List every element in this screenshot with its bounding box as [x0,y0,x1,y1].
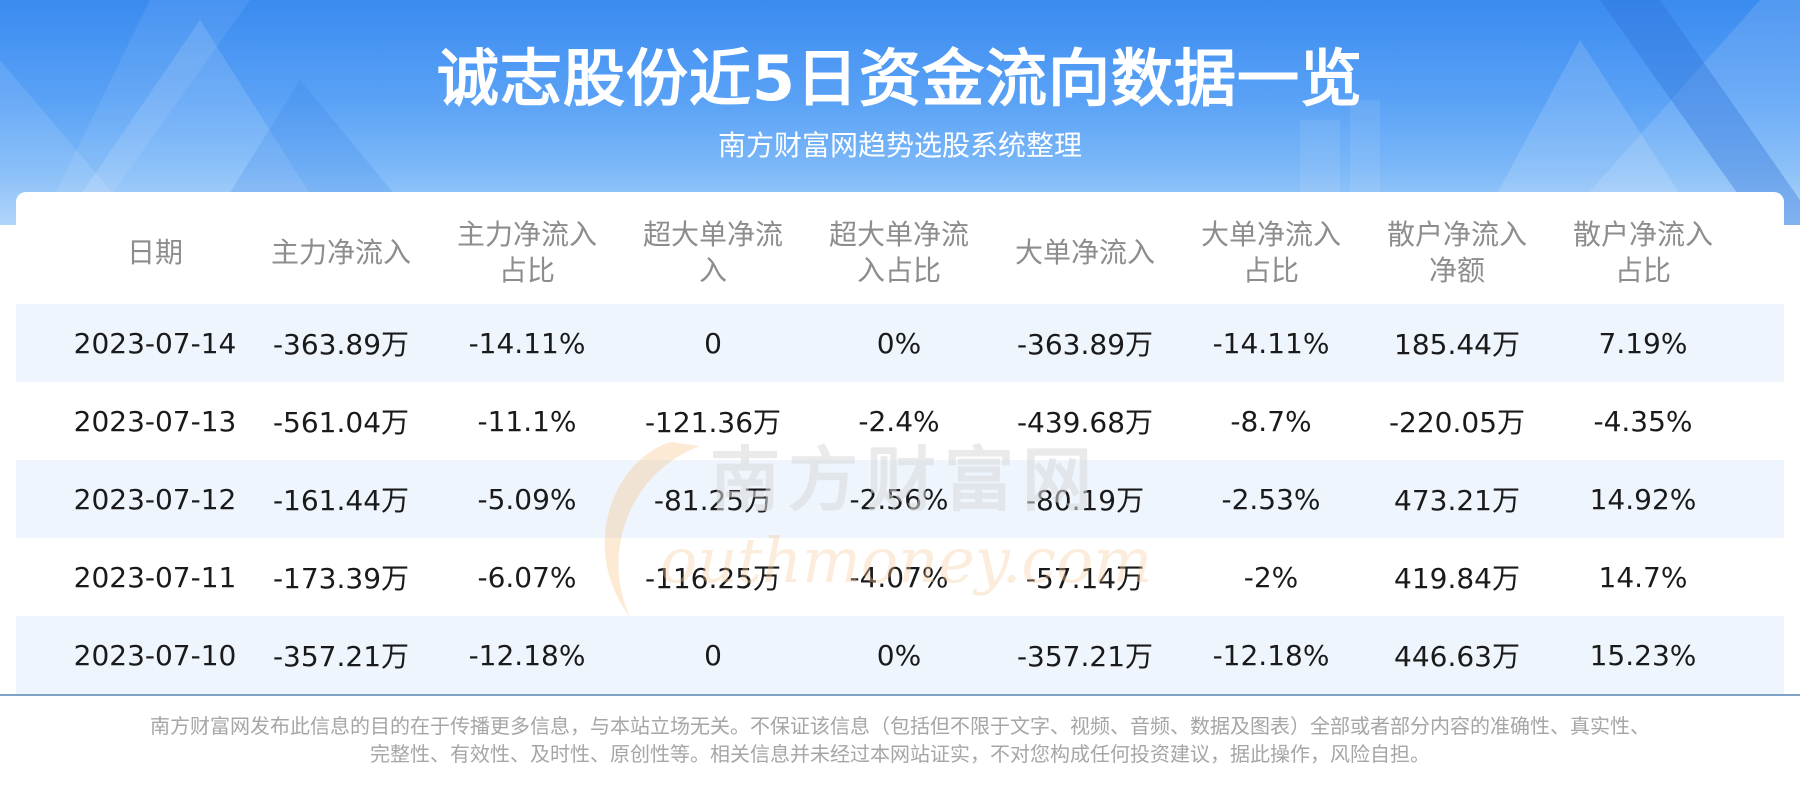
table-cell: 14.92% [1589,482,1697,516]
table-cell: -173.39万 [272,562,410,595]
table-cell: 2023-07-11 [73,560,237,594]
table-cell: 2023-07-13 [73,404,237,438]
column-header: 主力净流入 占比 [434,206,620,300]
table-cell: -220.05万 [1388,406,1526,439]
table-cell: -2.4% [858,404,940,438]
table-cell: -2.56% [849,482,949,516]
table-cell: -4.07% [849,560,949,594]
table-cell: -6.07% [477,560,577,594]
table-cell: -12.18% [1212,638,1330,672]
table-cell: -116.25万 [644,562,782,595]
table-cell: -14.11% [468,326,586,360]
column-header-line: 占比 [1614,254,1671,287]
table-cell: -357.21万 [1016,640,1154,673]
column-header-line: 大单净流入 [1200,218,1341,251]
table-row: 2023-07-14 -363.89万 -14.11% 0 0% -363.89万 -14.… [16,304,1784,382]
table-cell: -2% [1243,560,1299,594]
column-header-line: 占比 [1242,254,1299,287]
column-header: 日期 [62,206,248,300]
table-row: 2023-07-10 -357.21万 -12.18% 0 0% -357.21万 -12.… [16,616,1784,694]
table-cell: -14.11% [1212,326,1330,360]
disclaimer: 南方财富网发布此信息的目的在于传播更多信息，与本站立场无关。不保证该信息（包括但… [60,712,1740,768]
table-cell: -357.21万 [272,640,410,673]
table-cell: -121.36万 [644,406,782,439]
table-cell: -12.18% [468,638,586,672]
table-cell: 0% [876,638,922,672]
column-header: 主力净流入 [248,206,434,300]
column-header-line: 主力净流入 [270,236,411,269]
table-cell: 0 [704,326,722,360]
table-cell: -561.04万 [272,406,410,439]
table-cell: -5.09% [477,482,577,516]
column-header-line: 大单净流入 [1014,236,1155,269]
table-cell: 0% [876,326,922,360]
column-header-line: 入占比 [856,254,941,287]
column-header: 大单净流入 占比 [1178,206,1364,300]
table-cell: -4.35% [1593,404,1693,438]
disclaimer-line-1: 南方财富网发布此信息的目的在于传播更多信息，与本站立场无关。不保证该信息（包括但… [150,714,1650,738]
column-header-line: 占比 [498,254,555,287]
column-header: 超大单净流 入占比 [806,206,992,300]
column-header-line: 日期 [126,236,183,269]
table-cell: -57.14万 [1025,562,1145,595]
column-header-line: 超大单净流 [642,218,783,251]
table-header: 日期 主力净流入 主力净流入 占比 超大单净流入超大单净流 入占比 大单净流入 大单净流入 占比… [16,206,1784,300]
column-header-line: 入 [698,254,727,287]
column-header-line: 主力净流入 [456,218,597,251]
column-header-line: 散户净流入 [1572,218,1713,251]
table-cell: -2.53% [1221,482,1321,516]
table-cell: 473.21万 [1394,484,1520,517]
table-row: 2023-07-13 -561.04万 -11.1% -121.36万 -2.4% -43… [16,382,1784,460]
disclaimer-line-2: 完整性、有效性、及时性、原创性等。相关信息并未经过本网站证实，不对您构成任何投资… [370,742,1430,766]
page-title: 诚志股份近5日资金流向数据一览 [436,42,1364,115]
column-header: 大单净流入 [992,206,1178,300]
table-cell: -439.68万 [1016,406,1154,439]
table-cell: 15.23% [1589,638,1697,672]
table-cell: -363.89万 [272,328,410,361]
table-cell: 0 [704,638,722,672]
table-cell: -161.44万 [272,484,410,517]
table-cell: 14.7% [1598,560,1688,594]
table-cell: 7.19% [1598,326,1688,360]
column-header-line: 净额 [1428,254,1485,287]
table-cell: -80.19万 [1025,484,1145,517]
table-card [16,192,1784,696]
footer-divider [0,694,1800,696]
table-cell: -363.89万 [1016,328,1154,361]
column-header: 超大单净流入 [620,206,806,300]
table-cell: 446.63万 [1394,640,1520,673]
table-cell: -11.1% [477,404,577,438]
table-cell: -81.25万 [653,484,773,517]
table-cell: 185.44万 [1394,328,1520,361]
page-subtitle: 南方财富网趋势选股系统整理 [717,129,1082,162]
column-header: 散户净流入 净额 [1364,206,1550,300]
table-row: 2023-07-11 -173.39万 -6.07% -116.25万 -4.07% -5… [16,538,1784,616]
table-cell: 2023-07-14 [73,326,237,360]
column-header-line: 超大单净流 [828,218,969,251]
column-header: 散户净流入 占比 [1550,206,1736,300]
table-cell: 419.84万 [1394,562,1520,595]
column-header-line: 散户净流入 [1386,218,1527,251]
table-cell: 2023-07-12 [73,482,237,516]
table-row: 2023-07-12 -161.44万 -5.09% -81.25万 -2.56% -80… [16,460,1784,538]
table-cell: 2023-07-10 [73,638,237,672]
table-cell: -8.7% [1230,404,1312,438]
